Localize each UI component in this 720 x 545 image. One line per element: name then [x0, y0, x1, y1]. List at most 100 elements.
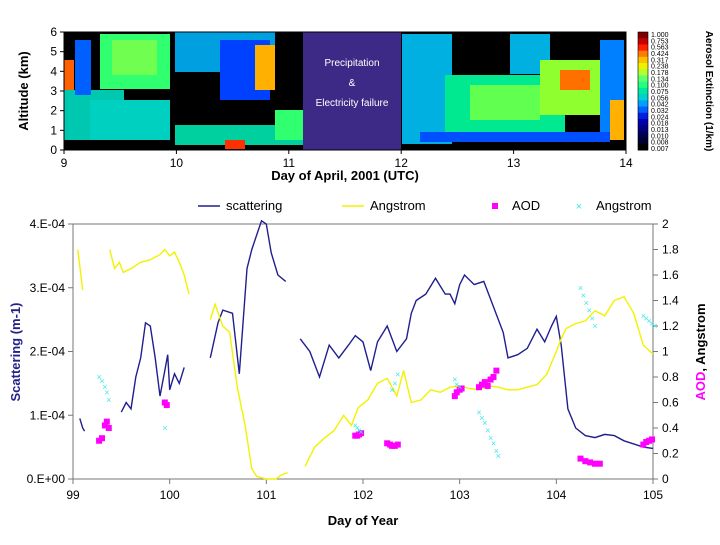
- right-y-tick-label: 1.4: [662, 294, 679, 308]
- lidar-blob: [610, 100, 624, 140]
- colorbar-swatch: [638, 81, 648, 89]
- angstrom-point: ×: [96, 372, 101, 382]
- right-y-tick-label: 0.2: [662, 447, 679, 461]
- legend-label: AOD: [512, 198, 540, 213]
- legend: scattering Angstrom AOD × Angstrom: [198, 198, 652, 213]
- lidar-extinction-field: [64, 32, 624, 149]
- angstrom-point: ×: [479, 413, 484, 423]
- colorbar-swatch: [638, 131, 648, 139]
- colorbar-swatch: [638, 106, 648, 114]
- colorbar-swatch: [638, 32, 648, 39]
- angstrom-point: ×: [358, 427, 363, 437]
- colorbar-swatch: [638, 50, 648, 58]
- left-y-tick-label: 4.E-04: [30, 217, 66, 231]
- colorbar-tick-label: 0.008: [651, 140, 669, 147]
- colorbar-tick-label: 0.100: [651, 83, 669, 90]
- colorbar-label: Aerosol Extinction (1/km): [703, 31, 714, 152]
- gap-annotation-line-2: &: [349, 78, 356, 89]
- series-line-scattering: [79, 418, 86, 432]
- timeseries-series: ×××××× ×××××××××××××××××××××××××××××: [77, 219, 658, 480]
- colorbar-tick-label: 0.424: [651, 51, 669, 58]
- left-y-axis-label: Scattering (m-1): [8, 303, 23, 402]
- angstrom-point: ×: [592, 321, 597, 331]
- timeseries-ticks: 99 100 101 102 103 104 1050.E+001.E-042.E-043.…: [27, 217, 679, 502]
- lidar-x-tick-label: 13: [507, 156, 521, 170]
- right-y-tick-label: 0.4: [662, 421, 679, 435]
- lidar-x-ticks: 9 10 11 12 13 14: [61, 150, 633, 170]
- aod-point: [649, 436, 656, 443]
- colorbar-swatch: [638, 94, 648, 101]
- lidar-blob: [64, 60, 74, 90]
- aod-point: [101, 422, 108, 429]
- left-y-tick-label: 1.E-04: [30, 408, 66, 422]
- aod-point: [481, 379, 488, 386]
- left-y-tick-label: 2.E-04: [30, 345, 66, 359]
- colorbar-swatch: [638, 69, 648, 76]
- colorbar-tick-label: 1.000: [651, 32, 669, 39]
- angstrom-point: ×: [482, 418, 487, 428]
- timeseries-panel: scattering Angstrom AOD × Angstrom 99 100 101 1…: [8, 198, 708, 528]
- angstrom-point: ×: [457, 382, 462, 392]
- x-tick-label: 105: [643, 488, 663, 502]
- legend-label: Angstrom: [596, 198, 652, 213]
- lidar-y-tick-label: 3: [50, 84, 57, 98]
- legend-swatch: ×: [576, 201, 582, 213]
- colorbar-swatch: [638, 118, 648, 126]
- colorbar-tick-label: 0.010: [651, 133, 669, 140]
- aod-point: [451, 393, 458, 400]
- angstrom-point: ×: [641, 311, 646, 321]
- aod-point: [99, 435, 105, 442]
- lidar-blob: [470, 85, 540, 120]
- lidar-blob: [255, 45, 275, 90]
- angstrom-point: ×: [452, 375, 457, 385]
- colorbar-tick-label: 0.032: [651, 108, 669, 115]
- colorbar-swatch: [638, 44, 648, 52]
- colorbar-tick-label: 0.563: [651, 45, 669, 52]
- right-y-label-angstrom: , Angstrom: [693, 303, 708, 371]
- angstrom-point: ×: [488, 433, 493, 443]
- lidar-blob: [560, 70, 590, 90]
- timeseries-frame: [72, 223, 654, 480]
- series-line-scattering: [299, 273, 654, 450]
- colorbar-tick-label: 0.238: [651, 64, 669, 71]
- right-y-tick-label: 2: [662, 217, 669, 231]
- angstrom-point: ×: [496, 451, 501, 461]
- gap-annotation-line-3: Electricity failure: [316, 98, 389, 109]
- right-y-label-aod: AOD: [693, 372, 708, 401]
- aod-point: [394, 441, 401, 448]
- aod-point: [493, 367, 500, 374]
- colorbar-swatch: [638, 143, 648, 151]
- lidar-x-tick-label: 10: [170, 156, 184, 170]
- x-tick-label: 104: [546, 488, 566, 502]
- series-line-angstrom: [109, 248, 190, 295]
- lidar-x-axis-label: Day of April, 2001 (UTC): [271, 168, 419, 183]
- angstrom-point: ×: [644, 313, 649, 323]
- series-line-angstrom: [304, 295, 654, 467]
- lidar-y-tick-label: 5: [50, 45, 57, 59]
- lidar-x-tick-label: 14: [619, 156, 633, 170]
- angstrom-point: ×: [491, 438, 496, 448]
- series-line-scattering: [209, 219, 287, 374]
- colorbar-swatch: [638, 38, 648, 45]
- angstrom-point: ×: [106, 395, 111, 405]
- colorbar-tick-label: 0.013: [651, 127, 669, 134]
- colorbar-swatch: [638, 125, 648, 132]
- x-axis-label: Day of Year: [328, 513, 399, 528]
- angstrom-point: ×: [102, 382, 107, 392]
- aod-point: [103, 418, 110, 425]
- right-y-tick-label: 0.6: [662, 396, 679, 410]
- legend-label: scattering: [226, 198, 282, 213]
- colorbar: 1.0000.7530.5630.4240.3170.2380.1780.134…: [637, 31, 669, 153]
- x-tick-label: 102: [353, 488, 373, 502]
- angstrom-point: ×: [587, 306, 592, 316]
- lidar-x-tick-label: 9: [61, 156, 68, 170]
- angstrom-point: ×: [589, 313, 594, 323]
- lidar-y-tick-label: 0: [50, 143, 57, 157]
- angstrom-point: ×: [649, 318, 654, 328]
- colorbar-tick-label: 0.317: [651, 57, 669, 64]
- lidar-x-tick-label: 12: [395, 156, 409, 170]
- angstrom-point: ×: [485, 426, 490, 436]
- x-tick-label: 99: [66, 488, 80, 502]
- lidar-blob: [420, 132, 610, 142]
